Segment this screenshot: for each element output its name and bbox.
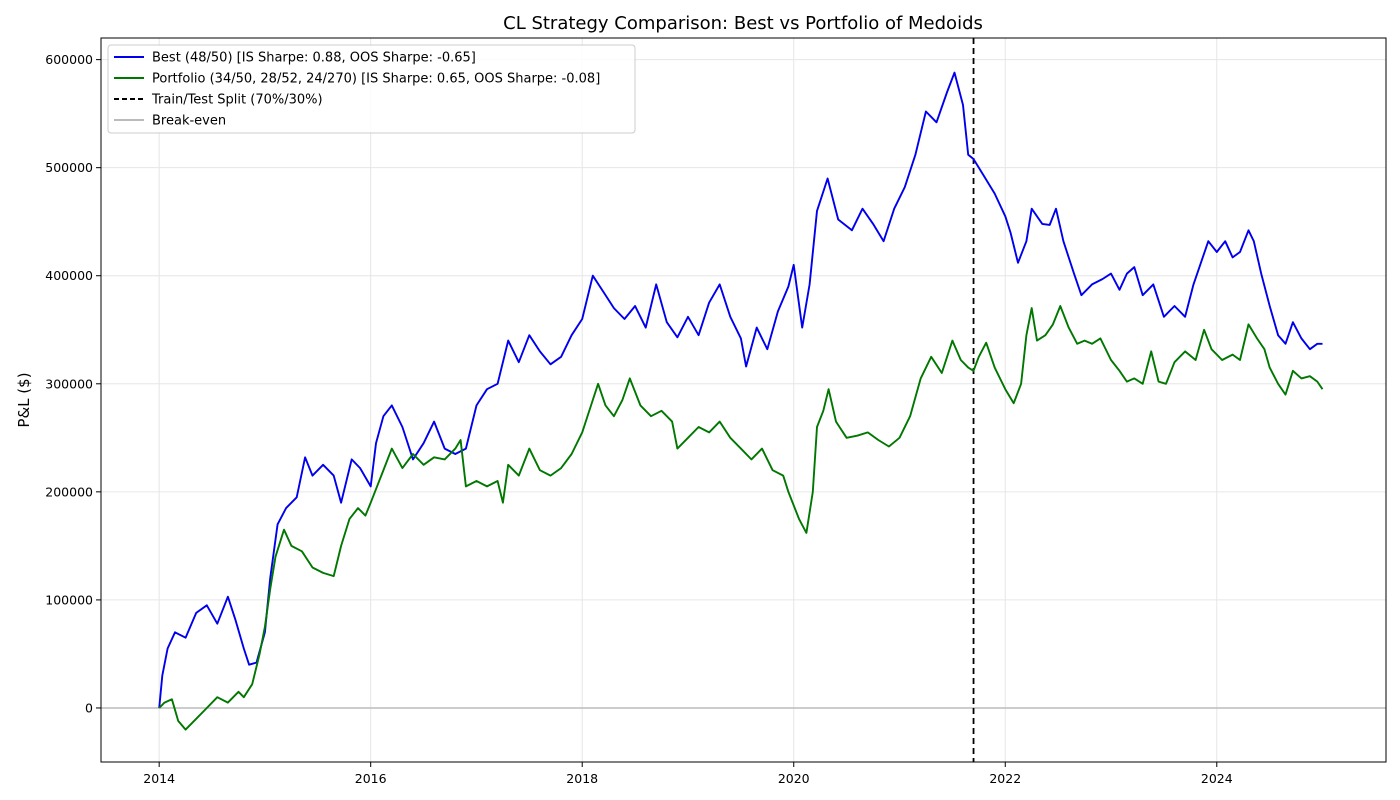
y-axis-label: P&L ($) — [15, 372, 33, 427]
y-axis: 0 100000 200000 300000 400000 500000 600000 — [45, 52, 101, 715]
x-tick-label: 2024 — [1201, 771, 1233, 786]
legend-entry-best-label: Best (48/50) [IS Sharpe: 0.88, OOS Sharp… — [152, 51, 476, 66]
x-tick-label: 2018 — [566, 771, 598, 786]
chart-title: CL Strategy Comparison: Best vs Portfoli… — [503, 13, 983, 34]
plot-frame — [100, 37, 1387, 763]
y-tick-label: 0 — [85, 700, 93, 715]
legend: Best (48/50) [IS Sharpe: 0.88, OOS Sharp… — [107, 44, 636, 134]
x-tick-label: 2016 — [355, 771, 387, 786]
portfolio-series-line — [158, 305, 1324, 731]
y-tick-label: 400000 — [45, 268, 93, 283]
x-tick-label: 2022 — [989, 771, 1021, 786]
y-tick-label: 100000 — [45, 592, 93, 607]
legend-entry-portfolio-label: Portfolio (34/50, 28/52, 24/270) [IS Sha… — [152, 72, 600, 87]
x-axis: 2014 2016 2018 2020 2022 2024 — [143, 762, 1233, 786]
x-tick-label: 2020 — [778, 771, 810, 786]
series-lines — [158, 71, 1324, 731]
y-tick-label: 500000 — [45, 160, 93, 175]
legend-entry-split-label: Train/Test Split (70%/30%) — [151, 93, 323, 108]
legend-box — [107, 44, 636, 134]
best-series-line — [158, 71, 1323, 709]
y-tick-label: 200000 — [45, 484, 93, 499]
y-tick-label: 300000 — [45, 376, 93, 391]
legend-entry-breakeven-label: Break-even — [152, 114, 226, 129]
x-tick-label: 2014 — [143, 771, 175, 786]
y-tick-label: 600000 — [45, 52, 93, 67]
